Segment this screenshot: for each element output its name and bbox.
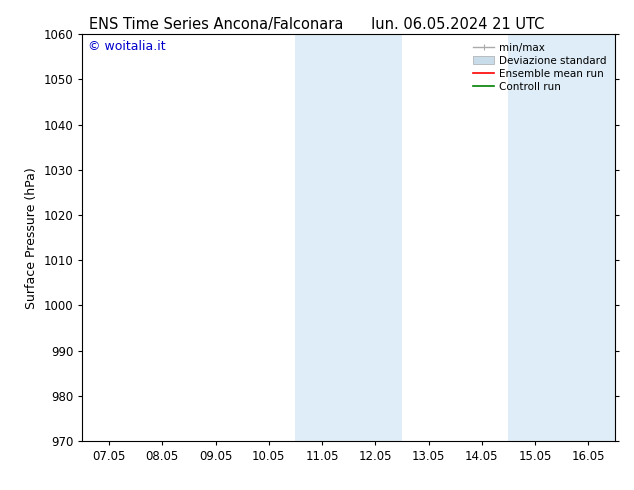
Bar <box>508 34 562 441</box>
Bar <box>349 34 402 441</box>
Y-axis label: Surface Pressure (hPa): Surface Pressure (hPa) <box>25 167 38 309</box>
Bar <box>295 34 349 441</box>
Text: © woitalia.it: © woitalia.it <box>87 40 165 53</box>
Bar <box>562 34 615 441</box>
Legend: min/max, Deviazione standard, Ensemble mean run, Controll run: min/max, Deviazione standard, Ensemble m… <box>470 40 610 95</box>
Text: ENS Time Series Ancona/Falconara      lun. 06.05.2024 21 UTC: ENS Time Series Ancona/Falconara lun. 06… <box>89 17 545 32</box>
